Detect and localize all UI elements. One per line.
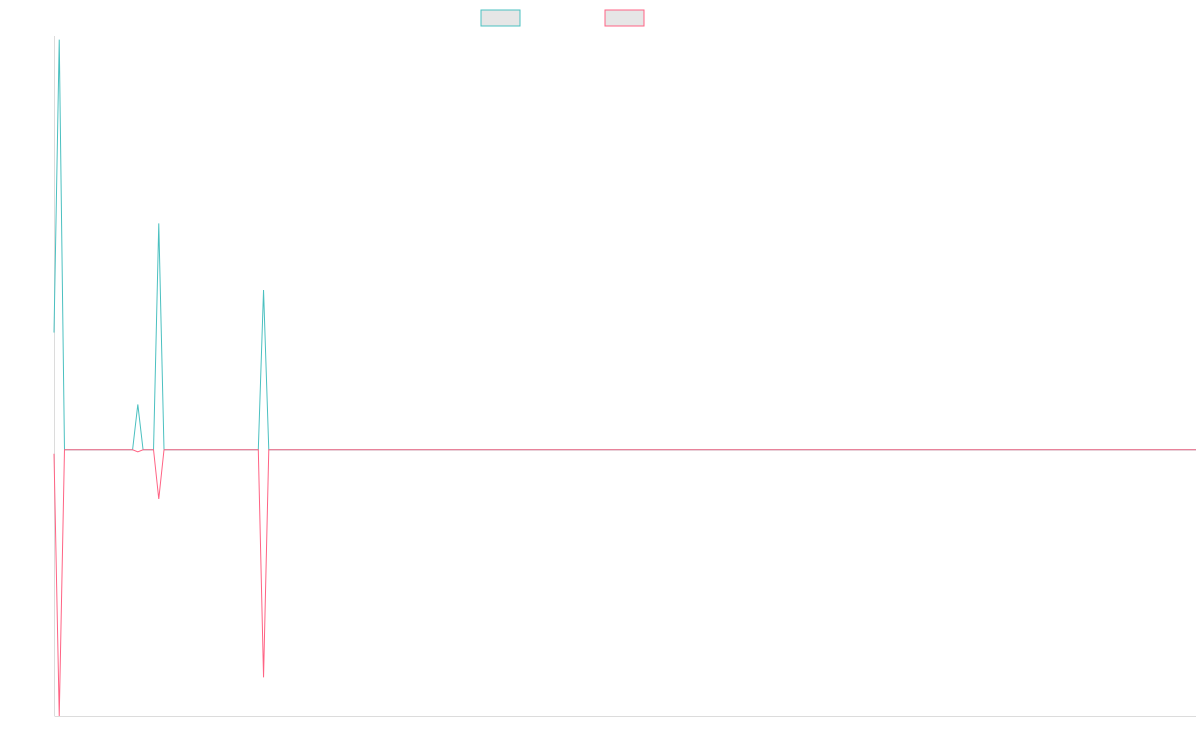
- series-layer: [53, 39, 1196, 717]
- legend-swatch-series-2[interactable]: [604, 9, 645, 27]
- legend: [480, 9, 645, 27]
- series-line-2[interactable]: [53, 449, 1196, 717]
- series-line-1[interactable]: [53, 39, 1196, 451]
- axes: [54, 36, 1196, 717]
- legend-swatch-series-1[interactable]: [480, 9, 521, 27]
